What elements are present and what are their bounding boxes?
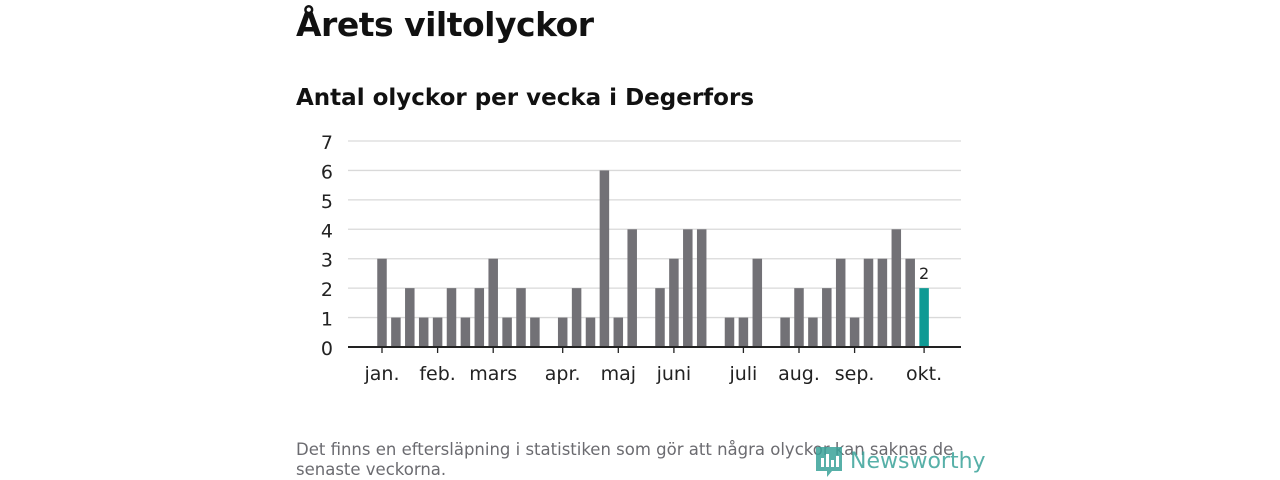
bar	[502, 317, 512, 347]
x-tick-label: feb.	[419, 363, 455, 385]
x-tick-label: maj	[601, 363, 636, 385]
bar	[530, 317, 540, 347]
bar	[655, 288, 665, 347]
bar	[724, 317, 735, 347]
bar	[877, 258, 888, 347]
page-title: Årets viltolyckor	[296, 5, 594, 44]
bars: 2	[377, 170, 929, 347]
x-tick-label: apr.	[545, 363, 581, 385]
bar	[585, 317, 596, 347]
y-tick-label: 7	[321, 132, 333, 154]
bar	[683, 229, 693, 347]
x-axis-ticks: jan. feb. mars apr. maj juni juli aug. sep. okt.	[363, 347, 942, 385]
bar	[849, 317, 860, 347]
x-tick-label: juli	[728, 363, 757, 385]
x-tick-label: mars	[469, 363, 517, 385]
newsworthy-logo: Newsworthy	[814, 445, 986, 479]
bar	[627, 229, 637, 347]
bar	[669, 258, 679, 347]
x-tick-label: aug.	[778, 363, 820, 385]
bar-highlight	[919, 288, 929, 347]
bar-chart: 0 1 2 3 4 5 6 7 2 jan. feb. mars apr. maj juni juli au…	[321, 132, 961, 385]
bar	[432, 317, 443, 347]
y-axis-ticks: 0 1 2 3 4 5 6 7	[321, 132, 333, 360]
bar	[835, 258, 846, 347]
y-tick-label: 2	[321, 279, 333, 301]
bar	[780, 317, 790, 347]
y-tick-label: 6	[321, 161, 333, 183]
bar	[822, 288, 832, 347]
x-tick-label: okt.	[906, 363, 942, 385]
bar	[752, 258, 763, 347]
bar	[599, 170, 610, 347]
bar	[696, 229, 707, 347]
chart-title: Antal olyckor per vecka i Degerfors	[296, 85, 755, 111]
newsworthy-logo-text: Newsworthy	[850, 449, 986, 474]
newsworthy-logo-icon	[816, 447, 842, 477]
bar	[460, 317, 471, 347]
y-tick-label: 4	[321, 220, 333, 242]
y-tick-label: 0	[321, 338, 333, 360]
bar	[905, 258, 915, 347]
data-label: 2	[919, 264, 929, 283]
bar	[863, 258, 874, 347]
bar	[571, 288, 582, 347]
bar	[613, 317, 624, 347]
bar	[794, 288, 804, 347]
bar	[808, 317, 818, 347]
bar	[405, 288, 415, 347]
bar	[738, 317, 749, 347]
bar	[516, 288, 526, 347]
y-tick-label: 3	[321, 250, 333, 272]
x-tick-label: sep.	[835, 363, 875, 385]
bar	[377, 258, 387, 347]
x-tick-label: juni	[656, 363, 692, 385]
x-tick-label: jan.	[363, 363, 399, 385]
bar	[418, 317, 429, 347]
y-tick-label: 1	[321, 309, 333, 331]
bar	[391, 317, 401, 347]
bar	[488, 258, 498, 347]
bar	[891, 229, 902, 347]
footnote: Det finns en eftersläpning i statistiken…	[296, 440, 954, 479]
bar	[446, 288, 457, 347]
bar	[474, 288, 485, 347]
y-tick-label: 5	[321, 191, 333, 213]
bar	[557, 317, 568, 347]
